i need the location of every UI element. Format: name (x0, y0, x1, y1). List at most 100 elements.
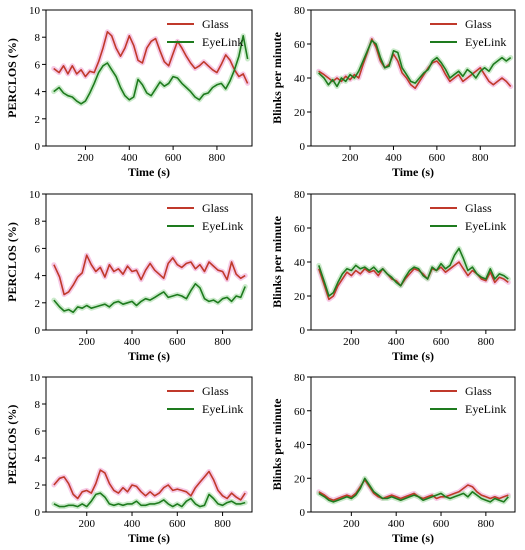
x-tick-label: 200 (343, 518, 360, 530)
x-tick-label: 800 (209, 152, 226, 164)
plot-frame (45, 9, 253, 147)
series-halo-eyelink (316, 475, 511, 505)
x-axis-label: Time (s) (128, 349, 170, 363)
y-tick-label: 4 (35, 271, 41, 283)
y-tick-label: 2 (35, 298, 41, 310)
y-tick-label: 60 (294, 223, 306, 235)
y-tick-label: 20 (294, 473, 306, 485)
chart-panel-2: 200 400 600 800 0 20 40 60 80 Time (s) Blinks per … (270, 5, 516, 179)
legend: Glass EyeLink (430, 201, 506, 233)
series-line-eyelink (318, 247, 509, 297)
legend-label-eyelink: EyeLink (202, 219, 243, 233)
legend-label-glass: Glass (202, 17, 229, 31)
y-tick-label: 60 (294, 406, 306, 418)
x-tick-label: 800 (478, 336, 495, 348)
legend-label-eyelink: EyeLink (202, 402, 243, 416)
y-axis-label: PERCLOS (%) (5, 405, 19, 485)
legend-label-eyelink: EyeLink (465, 219, 506, 233)
y-tick-label: 0 (35, 507, 41, 519)
chart-panel-3: 200 400 600 800 0 2 4 6 8 10 Time (s) PERCLOS (%) Gl… (5, 189, 253, 363)
y-tick-label: 80 (294, 5, 306, 17)
y-tick-label: 20 (294, 291, 306, 303)
chart-panel-6: 200 400 600 800 0 20 40 60 80 Time (s) Blinks per … (270, 372, 516, 545)
y-tick-label: 10 (29, 5, 41, 17)
x-tick-label: 800 (472, 152, 489, 164)
legend-label-eyelink: EyeLink (465, 35, 506, 49)
x-axis-label: Time (s) (392, 531, 434, 545)
x-axis-label: Time (s) (392, 349, 434, 363)
legend: Glass EyeLink (167, 17, 243, 49)
plot-frame (45, 193, 253, 331)
chart-panel-4: 200 400 600 800 0 20 40 60 80 Time (s) Blinks per … (270, 189, 516, 363)
y-tick-label: 0 (300, 507, 306, 519)
series-line-eyelink (318, 39, 512, 88)
series-line-glass (318, 479, 509, 502)
y-tick-label: 20 (294, 107, 306, 119)
x-tick-label: 600 (169, 518, 186, 530)
series-line-eyelink (53, 492, 246, 508)
x-tick-label: 600 (169, 336, 186, 348)
y-tick-label: 8 (35, 32, 41, 44)
y-tick-label: 40 (294, 73, 306, 85)
y-tick-label: 10 (29, 372, 41, 384)
chart-panel-1: 200 400 600 800 0 2 4 6 8 10 Time (s) PERCLOS (%) Gl… (5, 5, 253, 179)
x-tick-label: 600 (433, 518, 450, 530)
x-tick-label: 800 (214, 336, 231, 348)
y-tick-label: 40 (294, 440, 306, 452)
x-tick-label: 400 (388, 518, 405, 530)
series-line-glass (318, 38, 512, 89)
legend: Glass EyeLink (430, 17, 506, 49)
x-tick-label: 400 (388, 336, 405, 348)
legend-label-eyelink: EyeLink (465, 402, 506, 416)
y-tick-label: 0 (300, 325, 306, 337)
y-axis-label: PERCLOS (%) (5, 38, 19, 118)
y-tick-label: 60 (294, 39, 306, 51)
y-axis-label: Blinks per minute (270, 398, 284, 490)
y-tick-label: 0 (35, 141, 41, 153)
series-line-glass (53, 469, 246, 501)
y-tick-label: 80 (294, 372, 306, 384)
y-tick-label: 8 (35, 399, 41, 411)
y-tick-label: 4 (35, 453, 41, 465)
legend-label-eyelink: EyeLink (202, 35, 243, 49)
y-tick-label: 8 (35, 216, 41, 228)
series-line-glass (53, 254, 246, 296)
y-axis-label: PERCLOS (%) (5, 222, 19, 302)
y-tick-label: 6 (35, 426, 41, 438)
y-tick-label: 0 (300, 141, 306, 153)
x-tick-label: 600 (429, 152, 446, 164)
legend-label-glass: Glass (465, 201, 492, 215)
x-tick-label: 200 (342, 152, 359, 164)
y-axis-label: Blinks per minute (270, 31, 284, 123)
x-tick-label: 400 (124, 336, 141, 348)
x-tick-label: 200 (343, 336, 360, 348)
series-line-eyelink (318, 477, 509, 503)
y-axis-label: Blinks per minute (270, 215, 284, 307)
x-tick-label: 200 (78, 518, 95, 530)
x-tick-label: 200 (77, 152, 94, 164)
y-tick-label: 80 (294, 189, 306, 201)
x-tick-label: 200 (78, 336, 95, 348)
legend-label-glass: Glass (202, 384, 229, 398)
x-axis-label: Time (s) (128, 165, 170, 179)
series-line-glass (53, 30, 249, 84)
y-tick-label: 2 (35, 480, 41, 492)
plot-frame (45, 376, 253, 513)
y-tick-label: 0 (35, 325, 41, 337)
x-tick-label: 400 (124, 518, 141, 530)
x-tick-label: 800 (478, 518, 495, 530)
x-tick-label: 800 (214, 518, 231, 530)
legend: Glass EyeLink (167, 384, 243, 416)
y-tick-label: 10 (29, 189, 41, 201)
legend-label-glass: Glass (202, 201, 229, 215)
y-tick-label: 2 (35, 114, 41, 126)
series-halo-glass (51, 252, 248, 298)
x-tick-label: 400 (121, 152, 138, 164)
legend: Glass EyeLink (430, 384, 506, 416)
y-tick-label: 40 (294, 257, 306, 269)
series-line-eyelink (53, 34, 249, 105)
y-tick-label: 6 (35, 243, 41, 255)
x-axis-label: Time (s) (392, 165, 434, 179)
chart-panel-5: 200 400 600 800 0 2 4 6 8 10 Time (s) PERCLOS (%) Gl… (5, 372, 253, 545)
